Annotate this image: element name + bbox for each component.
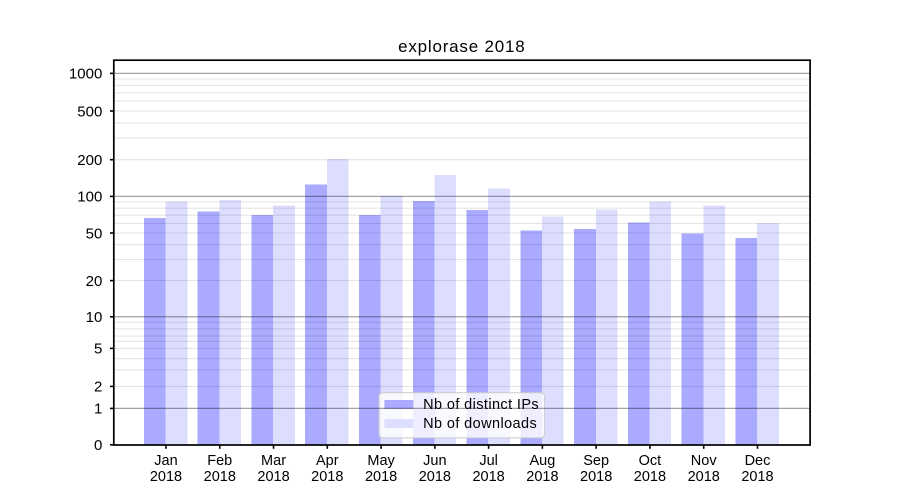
svg-text:200: 200 <box>77 152 102 169</box>
svg-text:May: May <box>367 453 395 469</box>
svg-text:50: 50 <box>86 225 103 242</box>
svg-text:Oct: Oct <box>639 453 662 469</box>
svg-text:Nov: Nov <box>691 453 718 469</box>
svg-text:2018: 2018 <box>472 469 504 485</box>
svg-text:Nb of downloads: Nb of downloads <box>423 416 537 432</box>
svg-text:Sep: Sep <box>583 453 609 469</box>
svg-text:2018: 2018 <box>257 469 289 485</box>
svg-text:2018: 2018 <box>634 469 666 485</box>
svg-text:1: 1 <box>94 401 102 418</box>
svg-text:Mar: Mar <box>261 453 286 469</box>
svg-text:2018: 2018 <box>204 469 236 485</box>
svg-text:100: 100 <box>77 189 102 206</box>
svg-text:Jul: Jul <box>479 453 498 469</box>
svg-text:2018: 2018 <box>526 469 558 485</box>
svg-text:10: 10 <box>86 309 103 326</box>
svg-text:500: 500 <box>77 103 102 120</box>
svg-text:Jan: Jan <box>154 453 177 469</box>
svg-text:0: 0 <box>94 437 102 454</box>
svg-text:2018: 2018 <box>365 469 397 485</box>
svg-text:2018: 2018 <box>580 469 612 485</box>
svg-text:Nb of distinct IPs: Nb of distinct IPs <box>423 397 539 413</box>
svg-text:20: 20 <box>86 273 103 290</box>
svg-text:5: 5 <box>94 341 102 358</box>
svg-text:2018: 2018 <box>741 469 773 485</box>
svg-text:2018: 2018 <box>311 469 343 485</box>
svg-text:Jun: Jun <box>423 453 446 469</box>
svg-text:Feb: Feb <box>207 453 232 469</box>
svg-text:Aug: Aug <box>529 453 555 469</box>
svg-text:Apr: Apr <box>316 453 339 469</box>
svg-text:2018: 2018 <box>688 469 720 485</box>
svg-text:2018: 2018 <box>419 469 451 485</box>
svg-text:1000: 1000 <box>69 66 102 83</box>
svg-text:Dec: Dec <box>745 453 771 469</box>
svg-text:explorase 2018: explorase 2018 <box>398 37 525 56</box>
svg-text:2: 2 <box>94 379 102 396</box>
svg-text:2018: 2018 <box>150 469 182 485</box>
